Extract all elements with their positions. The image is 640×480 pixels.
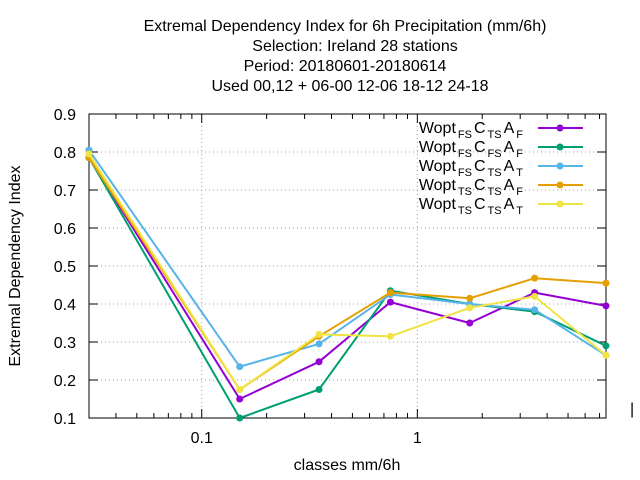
legend-label-subscript: TS xyxy=(488,205,502,217)
y-tick-label: 0.7 xyxy=(54,183,76,200)
legend-label-part: C xyxy=(474,158,486,175)
legend-label-part: C xyxy=(474,139,486,156)
grid-lines xyxy=(89,114,606,418)
legend-label: Wopt TS C TS A F xyxy=(419,177,523,198)
legend-entry-4: Wopt TS C TS A F xyxy=(419,177,583,198)
legend-swatch-marker xyxy=(556,143,564,151)
y-tick-label: 0.9 xyxy=(54,107,76,124)
y-tick-label: 0.4 xyxy=(54,297,76,314)
stray-tick-mark: | xyxy=(630,401,634,418)
legend-label-part: A xyxy=(504,196,515,213)
title-line-2: Selection: Ireland 28 stations xyxy=(252,38,457,55)
legend-label-subscript: T xyxy=(516,205,523,217)
data-point xyxy=(315,386,323,393)
series-3 xyxy=(85,146,610,371)
series-2 xyxy=(85,154,610,422)
title-line-4: Used 00,12 + 06-00 12-06 18-12 24-18 xyxy=(211,78,488,95)
x-axis-label: classes mm/6h xyxy=(294,457,401,474)
y-tick-label: 0.1 xyxy=(54,411,76,428)
legend-label-part: Wopt xyxy=(419,177,457,194)
x-tick-label: 1 xyxy=(413,430,422,447)
y-axis-label: Extremal Dependency Index xyxy=(7,166,24,367)
legend-label-part: A xyxy=(504,139,515,156)
legend-label-subscript: TS xyxy=(488,167,502,179)
data-point xyxy=(386,289,394,297)
series-line xyxy=(88,153,607,391)
data-point xyxy=(315,340,323,348)
legend-entry-3: Wopt FS C TS A T xyxy=(419,158,583,179)
legend-label-subscript: FS xyxy=(458,148,472,160)
legend-label-subscript: FS xyxy=(488,148,502,160)
data-point xyxy=(236,363,244,371)
legend-swatch-marker xyxy=(556,124,564,132)
x-tick-label: 0.1 xyxy=(191,430,213,447)
legend-label-part: Wopt xyxy=(419,196,457,213)
legend-label-subscript: F xyxy=(516,148,523,160)
legend-label: Wopt FS C TS A F xyxy=(419,120,523,141)
legend-label-part: A xyxy=(504,158,515,175)
series-4 xyxy=(85,154,610,393)
legend-label-part: C xyxy=(474,120,486,137)
legend-label-part: A xyxy=(504,177,515,194)
data-point xyxy=(236,395,244,403)
data-point xyxy=(236,414,244,422)
legend-entry-2: Wopt FS C FS A F xyxy=(419,139,583,160)
y-tick-label: 0.8 xyxy=(54,145,76,162)
legend-label: Wopt TS C TS A T xyxy=(419,196,523,217)
legend-label-subscript: FS xyxy=(458,167,472,179)
legend-swatch-marker xyxy=(556,181,564,189)
legend-label-part: Wopt xyxy=(419,120,457,137)
legend-entry-5: Wopt TS C TS A T xyxy=(419,196,583,217)
data-point xyxy=(531,292,539,300)
series-5 xyxy=(85,150,610,393)
data-point xyxy=(315,330,323,338)
data-point xyxy=(386,332,394,340)
legend-label-part: C xyxy=(474,196,486,213)
legend-label-subscript: F xyxy=(516,129,523,141)
title-line-1: Extremal Dependency Index for 6h Precipi… xyxy=(144,18,547,35)
legend-label-subscript: FS xyxy=(458,129,472,141)
legend-label-part: Wopt xyxy=(419,139,457,156)
y-tick-label: 0.2 xyxy=(54,373,76,390)
legend-label-subscript: F xyxy=(516,186,523,198)
legend-entry-1: Wopt FS C TS A F xyxy=(419,120,583,141)
series-line xyxy=(88,157,607,419)
y-tick-label: 0.6 xyxy=(54,221,76,238)
legend-label-part: A xyxy=(504,120,515,137)
legend-label-subscript: TS xyxy=(488,186,502,198)
data-point xyxy=(236,386,244,393)
legend-label-subscript: TS xyxy=(458,186,472,198)
data-point xyxy=(85,150,93,158)
data-point xyxy=(386,298,394,306)
y-tick-label: 0.3 xyxy=(54,335,76,352)
data-point xyxy=(531,306,539,314)
legend-label-subscript: TS xyxy=(488,129,502,141)
data-point xyxy=(315,358,323,366)
series-layer xyxy=(85,146,610,422)
axes: 0.1 0.2 0.3 0.4 0.5 0.6 0.7 0.8 0.9 0.1 1 xyxy=(54,107,607,447)
data-point xyxy=(466,319,474,327)
plot-frame xyxy=(88,113,607,419)
legend-label-subscript: T xyxy=(516,167,523,179)
data-point xyxy=(466,304,474,312)
legend-label-part: Wopt xyxy=(419,158,457,175)
data-point xyxy=(602,279,610,287)
data-point xyxy=(602,342,610,350)
data-point xyxy=(531,274,539,282)
legend-label-subscript: TS xyxy=(458,205,472,217)
title-line-3: Period: 20180601-20180614 xyxy=(244,58,447,75)
legend-label-part: C xyxy=(474,177,486,194)
chart-title: Extremal Dependency Index for 6h Precipi… xyxy=(144,18,547,95)
y-tick-label: 0.5 xyxy=(54,259,76,276)
data-point xyxy=(466,294,474,302)
legend-swatch-marker xyxy=(556,162,564,170)
legend-label: Wopt FS C FS A F xyxy=(419,139,523,160)
data-point xyxy=(602,302,610,310)
data-point xyxy=(602,351,610,359)
legend-label: Wopt FS C TS A T xyxy=(419,158,523,179)
legend-swatch-marker xyxy=(556,200,564,208)
